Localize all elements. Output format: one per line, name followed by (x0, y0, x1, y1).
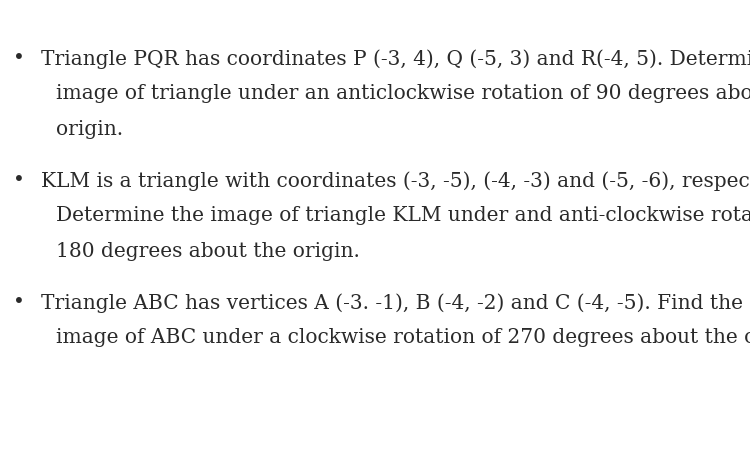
Text: image of ABC under a clockwise rotation of 270 degrees about the origin.: image of ABC under a clockwise rotation … (56, 328, 750, 348)
Text: KLM is a triangle with coordinates (-3, -5), (-4, -3) and (-5, -6), respectively: KLM is a triangle with coordinates (-3, … (41, 171, 750, 191)
Text: •: • (13, 171, 26, 190)
Text: Triangle PQR has coordinates P (-3, 4), Q (-5, 3) and R(-4, 5). Determine the: Triangle PQR has coordinates P (-3, 4), … (41, 49, 750, 69)
Text: 180 degrees about the origin.: 180 degrees about the origin. (56, 242, 360, 261)
Text: •: • (13, 49, 26, 68)
Text: origin.: origin. (56, 120, 123, 139)
Text: Triangle ABC has vertices A (-3. -1), B (-4, -2) and C (-4, -5). Find the: Triangle ABC has vertices A (-3. -1), B … (41, 293, 743, 313)
Text: •: • (13, 293, 26, 312)
Text: Determine the image of triangle KLM under and anti-clockwise rotation of: Determine the image of triangle KLM unde… (56, 206, 750, 226)
Text: image of triangle under an anticlockwise rotation of 90 degrees about the: image of triangle under an anticlockwise… (56, 84, 750, 104)
